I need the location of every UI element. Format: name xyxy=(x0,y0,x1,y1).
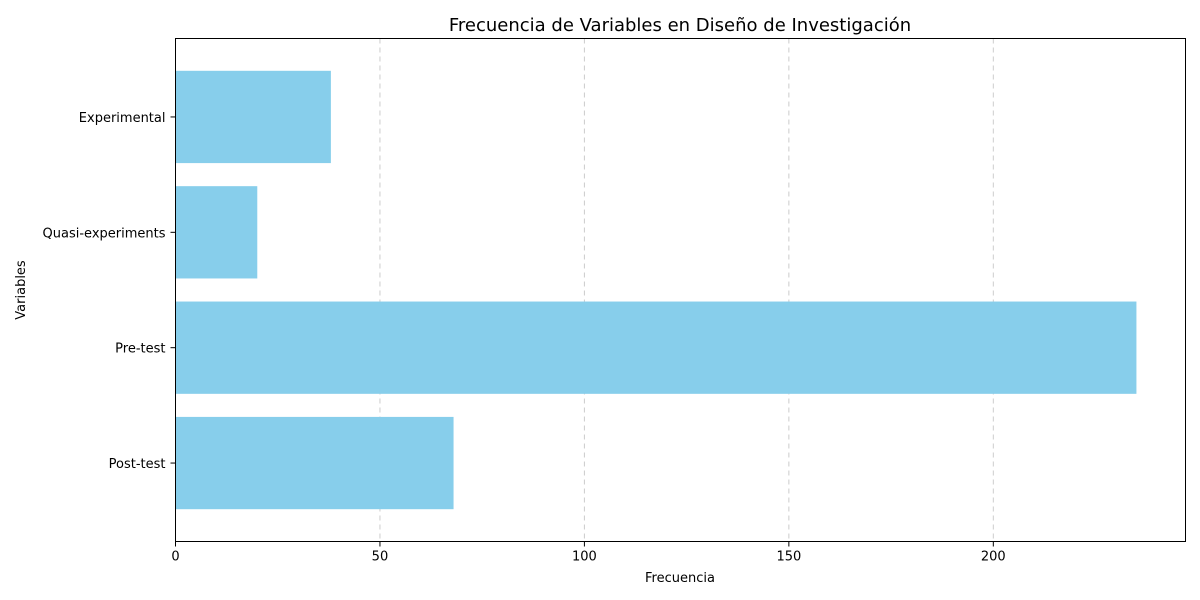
y-tick-label-1: Quasi-experiments xyxy=(43,226,166,241)
x-tick-label-4: 200 xyxy=(981,550,1006,565)
bar-2 xyxy=(175,301,1137,394)
y-axis-label: Variables xyxy=(14,260,29,320)
x-tick-label-3: 150 xyxy=(776,550,801,565)
bar-0 xyxy=(175,70,331,164)
bars xyxy=(175,70,1137,510)
x-tick-label-0: 0 xyxy=(171,550,179,565)
x-axis-ticks: 0 50 100 150 200 xyxy=(171,541,1006,565)
grid xyxy=(379,38,994,542)
x-tick-label-1: 50 xyxy=(372,550,389,565)
bar-3 xyxy=(175,416,454,510)
y-tick-label-0: Experimental xyxy=(79,111,166,126)
y-tick-label-2: Pre-test xyxy=(115,342,165,357)
x-axis-label: Frecuencia xyxy=(645,571,715,586)
x-tick-label-2: 100 xyxy=(572,550,597,565)
bar-1 xyxy=(175,186,258,279)
plot-frame xyxy=(175,38,1186,542)
y-axis-ticks: Experimental Quasi-experiments Pre-test Pos… xyxy=(43,111,176,472)
chart-title: Frecuencia de Variables en Diseño de Inv… xyxy=(449,15,911,36)
y-tick-label-3: Post-test xyxy=(109,457,166,472)
